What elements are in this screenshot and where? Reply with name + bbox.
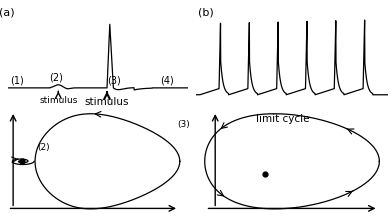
Text: (b): (b) [198,8,214,18]
Text: (4): (4) [160,76,173,86]
Text: (a): (a) [0,8,15,18]
Text: (2): (2) [37,143,50,152]
Text: (3): (3) [178,120,190,129]
Text: stimulus: stimulus [85,97,129,107]
Text: limit cycle: limit cycle [256,114,309,124]
Text: (3): (3) [107,76,121,86]
Text: stimulus: stimulus [39,96,78,105]
Text: (1): (1) [10,76,24,86]
Text: (2): (2) [50,72,64,82]
